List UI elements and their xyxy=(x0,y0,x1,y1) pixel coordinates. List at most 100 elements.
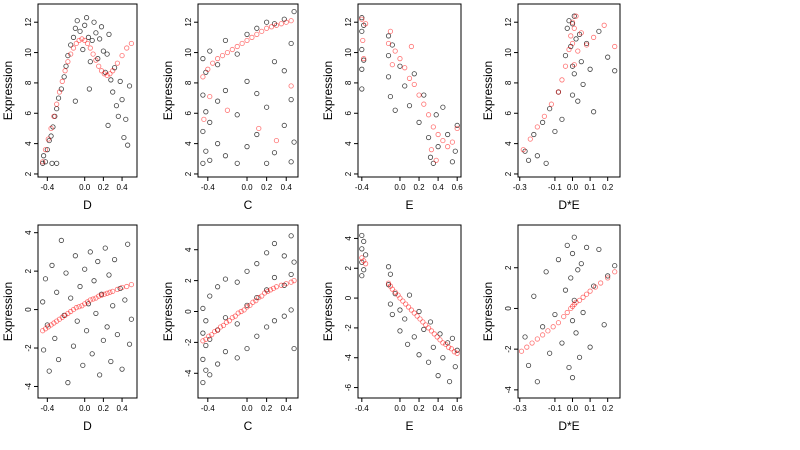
y-tick-label: 4 xyxy=(24,141,33,146)
data-point xyxy=(547,106,553,112)
data-point xyxy=(406,292,413,298)
x-tick-label: 0.1 xyxy=(585,183,597,192)
data-point xyxy=(525,157,532,163)
data-point xyxy=(446,344,452,350)
data-point xyxy=(543,269,549,275)
x-axis-title: D xyxy=(83,419,92,433)
data-point xyxy=(612,68,618,74)
data-point xyxy=(389,286,395,292)
data-point xyxy=(125,241,131,247)
fitted-series xyxy=(359,255,460,356)
data-point xyxy=(244,37,250,44)
data-point xyxy=(207,157,213,163)
y-axis-title: Expression xyxy=(321,61,335,120)
y-tick-label: 10 xyxy=(344,48,353,57)
data-point xyxy=(404,341,411,347)
data-point xyxy=(406,103,413,109)
data-point xyxy=(68,42,74,48)
data-point xyxy=(547,350,553,356)
data-point xyxy=(219,52,226,59)
data-point xyxy=(571,13,577,19)
data-point xyxy=(73,40,79,47)
data-point xyxy=(571,62,577,68)
x-tick-label: 0.2 xyxy=(602,404,614,413)
data-point xyxy=(200,356,206,362)
data-point xyxy=(564,25,570,31)
data-point xyxy=(234,355,240,361)
data-point xyxy=(454,347,460,353)
y-tick-label: -4 xyxy=(344,354,353,362)
y-tick-label: 4 xyxy=(184,247,193,252)
data-point xyxy=(55,95,62,101)
data-point xyxy=(249,34,255,40)
data-point xyxy=(421,101,427,107)
y-tick-label: 8 xyxy=(504,80,513,85)
y-tick-label: 0 xyxy=(504,306,513,311)
data-point xyxy=(445,131,451,138)
x-tick-label: 0.6 xyxy=(452,183,464,192)
data-point xyxy=(612,269,618,275)
data-point xyxy=(87,297,93,303)
plot-frame xyxy=(197,224,299,399)
data-point xyxy=(575,267,581,273)
data-point xyxy=(288,159,294,165)
data-point xyxy=(203,318,209,324)
data-point xyxy=(110,303,116,309)
data-point xyxy=(105,122,111,129)
data-point xyxy=(70,45,77,51)
data-point xyxy=(440,104,446,110)
data-point xyxy=(97,36,103,42)
data-point xyxy=(95,258,101,265)
data-point xyxy=(98,24,105,30)
data-point xyxy=(232,313,238,319)
y-tick-label: 6 xyxy=(504,110,513,115)
data-point xyxy=(234,160,240,166)
data-point xyxy=(531,293,537,299)
data-point xyxy=(234,112,240,118)
x-tick-label: 0.4 xyxy=(433,183,445,192)
data-point xyxy=(215,62,221,68)
fitted-series xyxy=(40,36,134,165)
y-tick-label: 2 xyxy=(344,265,353,270)
y-tick-label: -2 xyxy=(504,345,513,353)
x-axis-title: D*E xyxy=(558,419,579,433)
data-point xyxy=(540,332,546,338)
data-point xyxy=(568,275,574,281)
x-tick-label: 0.4 xyxy=(281,183,293,192)
data-point xyxy=(271,318,278,324)
data-point xyxy=(203,148,209,154)
y-axis-title: Expression xyxy=(1,282,15,341)
data-point xyxy=(421,326,427,332)
data-point xyxy=(454,125,460,132)
data-point xyxy=(531,131,537,138)
data-point xyxy=(569,250,576,257)
data-point xyxy=(259,293,265,299)
data-point xyxy=(359,86,365,92)
data-point xyxy=(612,43,618,50)
data-point xyxy=(363,252,369,258)
data-point xyxy=(96,63,102,69)
data-point xyxy=(80,362,86,368)
data-point xyxy=(106,31,112,37)
data-point xyxy=(575,98,581,104)
data-point xyxy=(392,48,398,54)
data-point xyxy=(359,16,365,22)
x-tick-label: -0.4 xyxy=(201,183,215,192)
data-point xyxy=(254,25,260,31)
data-point xyxy=(74,18,80,24)
y-tick-label: 4 xyxy=(24,230,33,235)
data-point xyxy=(385,264,392,270)
data-point xyxy=(222,87,229,94)
y-tick-label: 8 xyxy=(184,80,193,85)
data-point xyxy=(124,45,130,51)
fitted-series xyxy=(200,278,297,344)
data-point xyxy=(411,81,417,88)
data-point xyxy=(220,322,227,329)
data-point xyxy=(575,48,581,54)
data-point xyxy=(421,92,427,98)
data-point xyxy=(244,302,250,308)
data-point xyxy=(397,63,403,69)
y-tick-label: 4 xyxy=(344,141,353,146)
data-point xyxy=(229,46,235,53)
